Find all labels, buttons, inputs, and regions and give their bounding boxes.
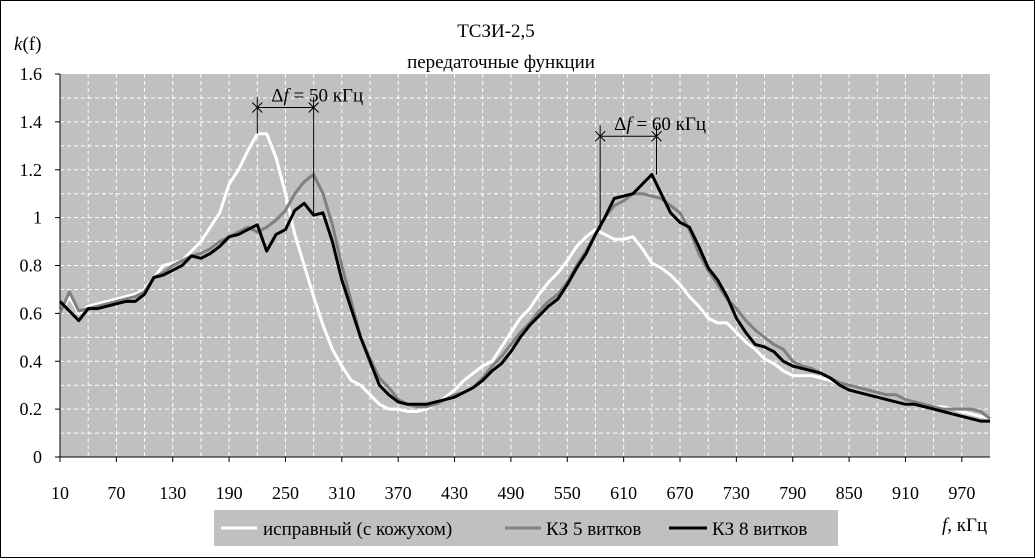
legend-label-black: КЗ 8 витков bbox=[712, 519, 807, 540]
x-tick-label: 610 bbox=[610, 483, 637, 503]
annotation-delta: Δ bbox=[271, 86, 283, 107]
annotation-label-1: Δf = 60 кГц bbox=[614, 114, 706, 135]
annotation-cross bbox=[308, 102, 319, 113]
annotation-label-0: Δf = 50 кГц bbox=[271, 86, 363, 107]
x-tick-label: 790 bbox=[779, 483, 806, 503]
chart-title: ТСЗИ-2,5 bbox=[457, 21, 535, 42]
annotation-cross bbox=[651, 130, 662, 142]
x-tick-label: 250 bbox=[272, 483, 299, 503]
annotation-delta: Δ bbox=[614, 114, 626, 135]
x-tick-label: 730 bbox=[723, 483, 750, 503]
x-tick-label: 370 bbox=[385, 483, 412, 503]
x-tick-label: 550 bbox=[554, 483, 581, 503]
x-tick-label: 70 bbox=[107, 483, 125, 503]
y-tick-label: 1 bbox=[33, 208, 42, 228]
series-line-kz8 bbox=[58, 173, 990, 423]
y-tick-label: 1.6 bbox=[20, 64, 43, 84]
annotation-cross bbox=[251, 102, 263, 113]
grid bbox=[60, 74, 990, 457]
y-axis-label-var: k bbox=[14, 34, 23, 55]
y-tick-label: 0.4 bbox=[20, 351, 43, 371]
legend: исправный (с кожухом) КЗ 5 витков КЗ 8 в… bbox=[214, 510, 838, 546]
x-axis-label: f, кГц bbox=[942, 515, 987, 536]
x-tick-label: 970 bbox=[948, 483, 975, 503]
annotation-value: = 50 кГц bbox=[289, 86, 363, 107]
y-tick-label: 0.8 bbox=[20, 256, 43, 276]
annotation-value: = 60 кГц bbox=[632, 114, 706, 135]
annotation-cross bbox=[594, 130, 606, 142]
annotation-var: f bbox=[626, 114, 634, 135]
x-tick-label: 430 bbox=[441, 483, 468, 503]
annotation-var: f bbox=[283, 86, 291, 107]
series-lines bbox=[58, 132, 991, 423]
y-tick-label: 1.4 bbox=[20, 112, 43, 132]
legend-label-gray: КЗ 5 витков bbox=[546, 519, 641, 540]
y-axis-label-arg: (f) bbox=[22, 34, 41, 55]
axes bbox=[55, 73, 990, 462]
y-tick-label: 1.2 bbox=[20, 160, 43, 180]
y-tick-label: 0 bbox=[33, 447, 42, 467]
x-tick-label: 910 bbox=[892, 483, 919, 503]
x-tick-label: 130 bbox=[159, 483, 186, 503]
x-tick-label: 10 bbox=[51, 483, 69, 503]
y-tick-label: 0.2 bbox=[20, 399, 43, 419]
x-axis-label-var: f bbox=[942, 515, 950, 536]
tick-labels: 10 70 130 190 250 310 370 430 490 550 610 670 730 790… bbox=[20, 64, 976, 503]
legend-label-white: исправный (с кожухом) bbox=[263, 519, 452, 540]
chart-subtitle: передаточные функции bbox=[407, 52, 595, 73]
x-tick-label: 190 bbox=[216, 483, 243, 503]
x-tick-label: 310 bbox=[328, 483, 355, 503]
y-tick-label: 0.6 bbox=[20, 303, 43, 323]
x-tick-label: 670 bbox=[667, 483, 694, 503]
x-axis-label-unit: , кГц bbox=[947, 515, 987, 536]
x-tick-label: 490 bbox=[497, 483, 524, 503]
x-tick-label: 850 bbox=[836, 483, 863, 503]
y-axis-label: k(f) bbox=[14, 34, 41, 55]
